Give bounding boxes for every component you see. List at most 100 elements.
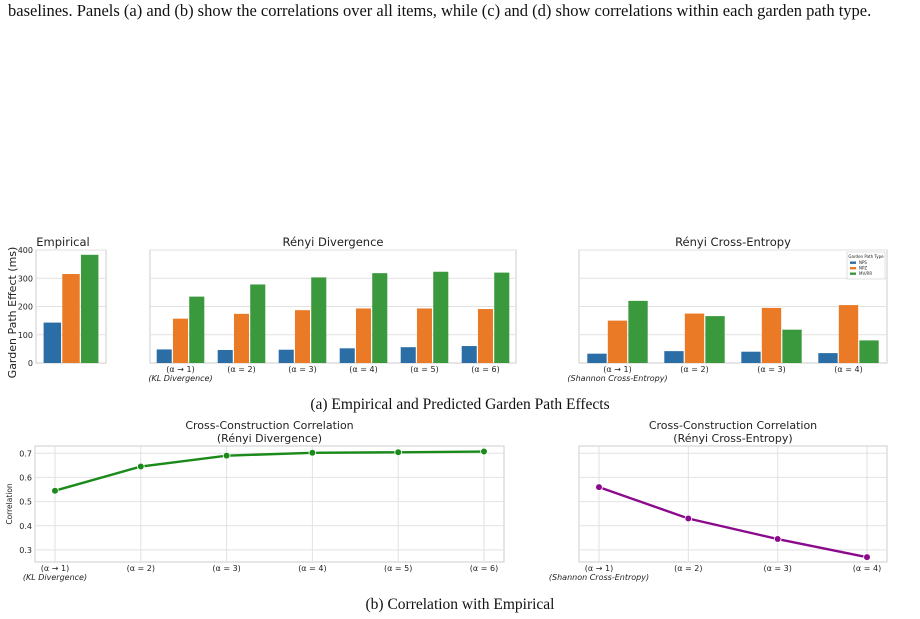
corr_xent-category-label: (α → 1) [585, 564, 613, 573]
renyi_div-category-label: (α = 2) [227, 365, 255, 374]
empirical-ytick-label: 0 [28, 359, 33, 368]
legend-label: NPS [859, 260, 867, 265]
renyi_xent-category-label: (α = 3) [757, 365, 785, 374]
renyi_xent-bar-npz [761, 307, 782, 363]
corr_xent-category-sublabel: (Shannon Cross-Entropy) [549, 573, 649, 582]
corr_div-ytick-label: 0.5 [19, 498, 32, 507]
legend-label: NPZ [859, 266, 867, 271]
corr_div-frame [34, 445, 505, 563]
legend-title: Garden Path Type [848, 254, 884, 259]
corr_xent-subtitle: (Rényi Cross-Entropy) [673, 432, 792, 445]
corr_xent-point [595, 483, 603, 491]
corr_xent-frame [578, 445, 888, 563]
renyi_div-bar-npz [355, 308, 372, 363]
renyi_xent-bar-mvrr [628, 300, 648, 363]
renyi_div-bar-npz [416, 308, 433, 363]
empirical-bar-npz [62, 274, 80, 363]
legend-label: MV/RR [859, 271, 872, 276]
renyi_div-bar-mvrr [189, 296, 205, 363]
corr_div-category-label: (α = 2) [127, 564, 155, 573]
corr_div-subtitle: (Rényi Divergence) [217, 432, 322, 445]
corr_xent-category-label: (α = 3) [763, 564, 791, 573]
corr_div-category-label: (α = 5) [384, 564, 412, 573]
renyi_div-category-label: (α → 1) [166, 365, 194, 374]
renyi_xent-category-label: (α = 4) [834, 365, 862, 374]
renyi_div-bar-nps [217, 350, 233, 363]
legend-swatch-npz [850, 267, 856, 270]
caption-b: (b) Correlation with Empirical [365, 596, 555, 613]
renyi_xent-category-label: (α → 1) [603, 365, 631, 374]
empirical-ytick-label: 100 [18, 331, 33, 340]
renyi_div-bar-nps [278, 349, 294, 363]
corr_div-ytick-label: 0.4 [19, 522, 32, 531]
corr_xent-point [684, 514, 693, 523]
corr_div-ytick-label: 0.3 [19, 546, 32, 555]
caption-a: (a) Empirical and Predicted Garden Path … [310, 396, 610, 413]
renyi_xent-bar-nps [664, 351, 684, 363]
renyi_div-bar-npz [172, 318, 189, 363]
renyi_div-category-label: (α = 6) [471, 365, 499, 374]
renyi_xent-title: Rényi Cross-Entropy [675, 235, 791, 249]
legend-swatch-mvrr [850, 272, 856, 275]
corr_div-series-line [54, 450, 485, 492]
corr_div-category-label: (α = 4) [298, 564, 326, 573]
corr_xent-category-label: (α = 4) [853, 564, 881, 573]
empirical-ytick-label: 200 [18, 303, 33, 312]
renyi_xent-bar-mvrr [859, 340, 879, 363]
renyi_div-category-label: (α = 5) [410, 365, 438, 374]
renyi_div-bar-npz [477, 309, 494, 363]
renyi_div-bar-mvrr [494, 272, 510, 363]
renyi_xent-bar-mvrr [782, 329, 802, 363]
renyi_div-bar-npz [294, 310, 311, 363]
renyi_div-bar-mvrr [250, 284, 266, 363]
renyi_div-bar-mvrr [311, 277, 327, 363]
renyi_div-bar-mvrr [372, 273, 388, 363]
corr_xent-title: Cross-Construction Correlation [649, 419, 817, 432]
corr_div-category-label: (α = 3) [212, 564, 240, 573]
renyi_xent-bar-mvrr [705, 316, 725, 363]
corr_xent-series-line [598, 485, 868, 559]
corr_div-ylabel: Correlation [5, 483, 14, 525]
empirical-ytick-label: 400 [18, 246, 33, 255]
renyi_div-category-label: (α = 4) [349, 365, 377, 374]
corr_div-point [394, 448, 403, 457]
renyi_xent-bar-npz [838, 305, 859, 363]
corr_div-title: Cross-Construction Correlation [185, 419, 353, 432]
legend-swatch-nps [850, 261, 856, 264]
empirical-ylabel: Garden Path Effect (ms) [6, 247, 19, 379]
corr_div-category-label: (α → 1) [41, 564, 69, 573]
renyi_div-category-sublabel: (KL Divergence) [148, 374, 212, 383]
renyi_div-bar-nps [156, 349, 172, 363]
renyi_div-bar-npz [233, 313, 250, 363]
corr_div-category-sublabel: (KL Divergence) [23, 573, 87, 582]
renyi_xent-bar-nps [741, 351, 761, 363]
corr_div-point [222, 451, 231, 460]
renyi_xent-bar-nps [818, 353, 838, 363]
empirical-ytick-label: 300 [18, 274, 33, 283]
empirical-title: Empirical [36, 235, 89, 249]
renyi_div-title: Rényi Divergence [282, 235, 383, 249]
renyi_div-bar-mvrr [433, 271, 449, 363]
corr_div-point [308, 448, 317, 457]
corr_xent-category-label: (α = 2) [674, 564, 702, 573]
corr_div-point [137, 462, 145, 471]
renyi_xent-bar-npz [607, 320, 628, 363]
intro-text: baselines. Panels (a) and (b) show the c… [8, 1, 872, 20]
corr_xent-point [863, 553, 871, 561]
empirical-bar-mvrr [80, 254, 99, 363]
renyi_div-category-label: (α = 3) [288, 365, 316, 374]
corr_div-ytick-label: 0.6 [19, 473, 32, 482]
corr_xent-point [773, 535, 782, 543]
renyi_xent-category-label: (α = 2) [680, 365, 708, 374]
corr_div-ytick-label: 0.7 [19, 449, 32, 458]
renyi_xent-bar-nps [587, 353, 607, 363]
renyi_xent-bar-npz [684, 313, 705, 363]
corr_div-point [51, 486, 59, 495]
renyi_xent-category-sublabel: (Shannon Cross-Entropy) [567, 374, 667, 383]
corr_div-category-label: (α = 6) [470, 564, 498, 573]
empirical-bar-nps [43, 322, 62, 363]
renyi_div-bar-nps [339, 348, 355, 363]
renyi_div-bar-nps [400, 347, 416, 363]
corr_div-point [480, 447, 488, 456]
